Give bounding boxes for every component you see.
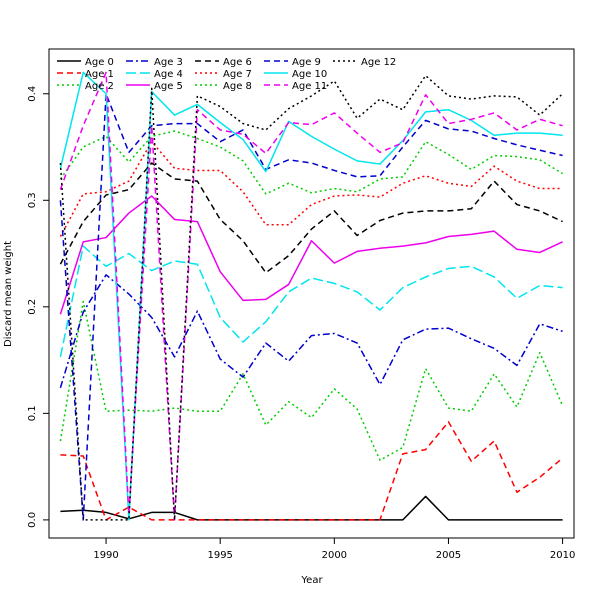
legend-item-age-10: Age 10 <box>264 69 327 80</box>
legend-item-age-11: Age 11 <box>264 81 327 92</box>
x-tick-label: 2005 <box>436 550 461 561</box>
legend-label: Age 7 <box>223 69 252 80</box>
x-tick-label: 1995 <box>207 550 232 561</box>
series-line-age-8 <box>59 130 563 195</box>
legend-label: Age 8 <box>223 81 252 92</box>
legend-item-age-2: Age 2 <box>57 81 114 92</box>
legend-item-age-8: Age 8 <box>195 81 252 92</box>
legend-item-age-12: Age 12 <box>333 57 396 68</box>
y-tick-label: 0.3 <box>27 192 38 208</box>
y-axis: 0.0 0.1 0.2 0.3 0.4 <box>27 86 49 528</box>
series-line-age-6 <box>59 162 563 274</box>
y-tick-label: 0.0 <box>27 512 38 528</box>
legend-item-age-9: Age 9 <box>264 57 321 68</box>
y-axis-title: Discard mean weight <box>3 241 14 347</box>
legend-label: Age 3 <box>154 57 183 68</box>
y-tick-label: 0.4 <box>27 86 38 102</box>
legend-item-age-3: Age 3 <box>126 57 183 68</box>
y-tick-label: 0.2 <box>27 299 38 315</box>
series-line-age-5 <box>59 195 563 315</box>
plot-frame <box>48 48 575 539</box>
legend-item-age-1: Age 1 <box>57 69 114 80</box>
legend-label: Age 9 <box>292 57 321 68</box>
legend-item-age-6: Age 6 <box>195 57 252 68</box>
x-tick-label: 2000 <box>322 550 347 561</box>
legend-label: Age 6 <box>223 57 252 68</box>
series-line-age-4 <box>59 245 563 358</box>
legend-item-age-7: Age 7 <box>195 69 252 80</box>
legend-label: Age 1 <box>85 69 114 80</box>
legend-label: Age 5 <box>154 81 183 92</box>
series-line-age-12 <box>59 74 564 521</box>
legend-label: Age 0 <box>85 57 114 68</box>
legend-label: Age 4 <box>154 69 183 80</box>
legend-label: Age 11 <box>292 81 327 92</box>
series-line-age-1 <box>60 421 564 521</box>
series-line-age-3 <box>59 274 563 388</box>
series-line-age-11 <box>59 71 563 521</box>
y-tick-label: 0.1 <box>27 405 38 421</box>
legend-label: Age 2 <box>85 81 114 92</box>
x-tick-label: 1990 <box>93 550 118 561</box>
legend-label: Age 10 <box>292 69 327 80</box>
series-line-age-7 <box>59 140 563 237</box>
x-tick-label: 2010 <box>550 550 575 561</box>
series-line-age-9 <box>59 93 563 521</box>
legend-item-age-0: Age 0 <box>57 57 114 68</box>
x-axis: 1990 1995 2000 2005 2010 <box>93 538 575 561</box>
series-layer <box>59 71 564 521</box>
legend-item-age-4: Age 4 <box>126 69 183 80</box>
series-line-age-10 <box>59 71 563 521</box>
legend-label: Age 12 <box>361 57 396 68</box>
series-line-age-2 <box>59 300 564 461</box>
x-axis-title: Year <box>300 575 323 586</box>
legend-item-age-5: Age 5 <box>126 81 183 92</box>
